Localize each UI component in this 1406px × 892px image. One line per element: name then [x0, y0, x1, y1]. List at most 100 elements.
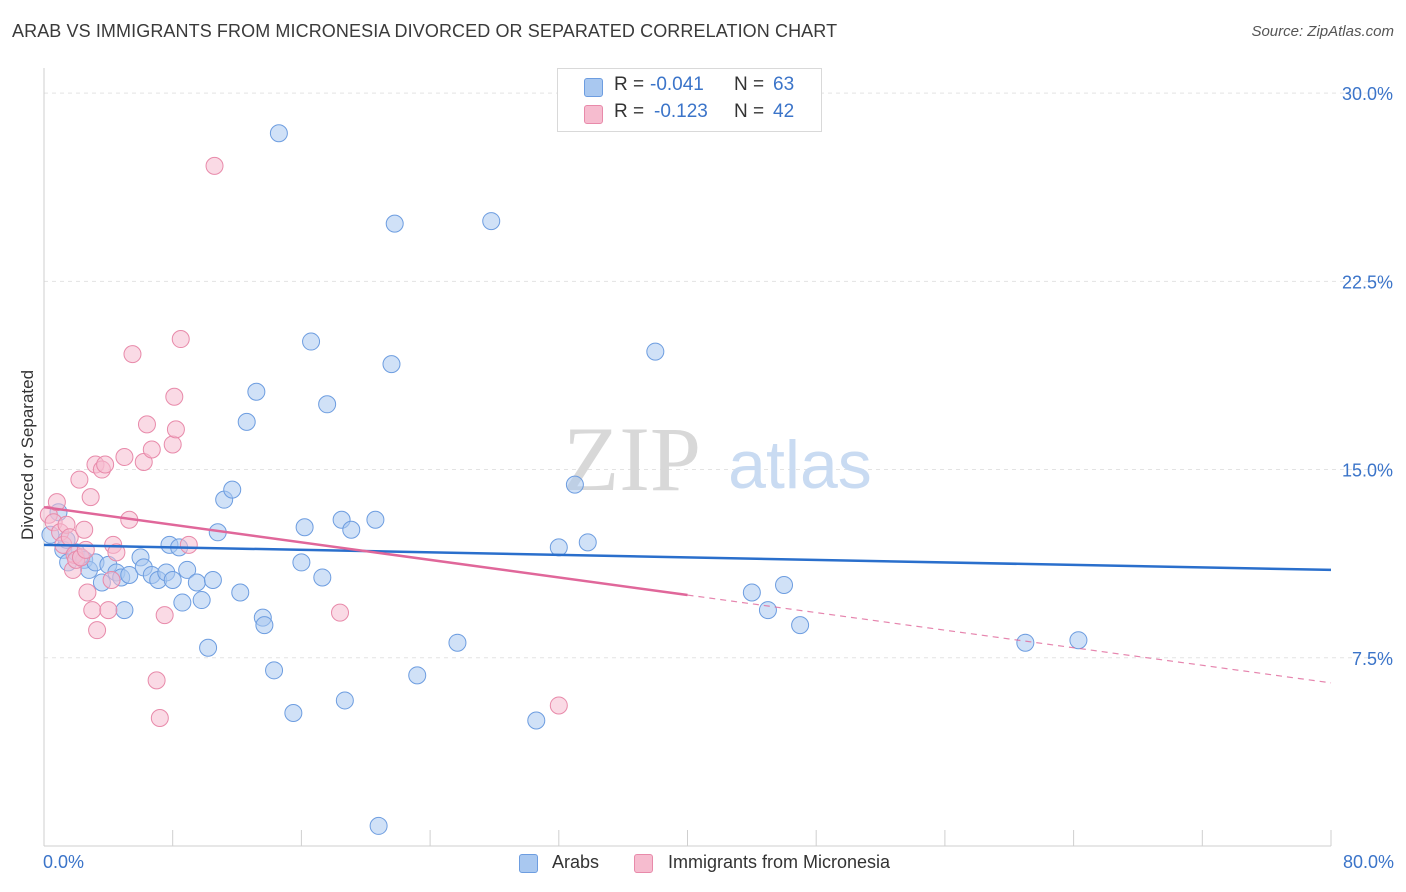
micronesia-point	[150, 709, 169, 728]
micronesia-point	[88, 621, 107, 640]
watermark: ZIP atlas	[563, 408, 872, 510]
arabs-point	[187, 573, 206, 592]
x-tick-label-max: 80.0%	[1342, 852, 1394, 872]
micronesia-point	[137, 415, 156, 434]
arabs-point	[192, 591, 211, 610]
r-label: R =	[614, 101, 645, 122]
micronesia-point	[205, 156, 224, 175]
arabs-point	[565, 475, 584, 494]
r-value-micronesia: -0.123	[654, 101, 708, 122]
micronesia-point	[70, 470, 89, 489]
n-label: N =	[734, 101, 765, 122]
arabs-point	[292, 553, 311, 572]
micronesia-point	[96, 455, 115, 474]
arabs-point	[342, 520, 361, 539]
micronesia-point	[155, 606, 174, 625]
arabs-point	[408, 666, 427, 685]
arabs-point	[318, 395, 337, 414]
arabs-point	[295, 518, 314, 537]
n-value-arabs: 63	[773, 74, 795, 95]
micronesia-point	[78, 583, 97, 602]
arabs-point	[284, 703, 303, 722]
n-label: N =	[734, 74, 765, 95]
chart-title: ARAB VS IMMIGRANTS FROM MICRONESIA DIVOR…	[12, 21, 838, 41]
arabs-point	[482, 212, 501, 231]
arabs-point	[527, 711, 546, 730]
micronesia-point	[165, 387, 184, 406]
arabs-point	[223, 480, 242, 499]
watermark-zip: ZIP	[563, 408, 701, 510]
legend-label-micronesia: Immigrants from Micronesia	[668, 852, 891, 872]
micronesia-point	[99, 601, 118, 620]
micronesia-trend-extension	[687, 594, 1332, 684]
micronesia-point	[123, 345, 142, 364]
arabs-point	[549, 538, 568, 557]
arabs-point	[646, 342, 665, 361]
r-label: R =	[614, 74, 645, 95]
micronesia-point	[75, 520, 94, 539]
legend-label-arabs: Arabs	[552, 852, 600, 872]
arabs-point	[265, 661, 284, 680]
arabs-point	[385, 214, 404, 233]
y-tick-label: 22.5%	[1342, 272, 1393, 292]
x-tick-label-min: 0.0%	[43, 852, 85, 872]
axes	[43, 68, 1332, 847]
micronesia-point	[115, 448, 134, 466]
arabs-point	[369, 816, 388, 835]
arabs-point	[199, 638, 218, 657]
arabs-point	[115, 601, 134, 620]
arabs-point	[178, 560, 197, 579]
arabs-point	[742, 583, 761, 602]
micronesia-point	[47, 493, 66, 512]
micronesia-point	[81, 488, 100, 507]
y-tick-labels: 7.5% 15.0% 22.5% 30.0%	[1342, 84, 1393, 669]
y-tick-label: 15.0%	[1342, 461, 1393, 481]
stats-box: R = -0.041 N = 63 R = -0.123 N = 42	[557, 68, 822, 132]
micronesia-point	[179, 535, 198, 554]
arabs-point	[1016, 633, 1035, 652]
micronesia-point	[76, 540, 95, 559]
arabs-point	[758, 601, 777, 620]
micronesia-legend-swatch-icon	[634, 854, 653, 873]
arabs-point	[203, 570, 222, 589]
arabs-point	[247, 382, 266, 401]
arabs-point	[578, 533, 597, 552]
micronesia-point	[171, 330, 190, 349]
micronesia-point	[107, 543, 126, 562]
arabs-point	[163, 570, 182, 589]
r-value-arabs: -0.041	[650, 74, 704, 95]
y-tick-label: 30.0%	[1342, 84, 1393, 104]
arabs-point	[173, 593, 192, 612]
micronesia-point	[331, 603, 350, 622]
n-value-micronesia: 42	[773, 101, 795, 122]
arabs-point	[120, 565, 139, 584]
arabs-point	[335, 691, 354, 710]
data-points	[39, 124, 1088, 835]
arabs-legend-swatch-icon	[519, 854, 538, 873]
grid-lines	[44, 92, 1393, 659]
arabs-point	[382, 355, 401, 374]
arabs-point	[313, 568, 332, 587]
micronesia-point	[83, 601, 102, 620]
arabs-point	[269, 124, 288, 143]
arabs-point	[231, 583, 250, 602]
micronesia-trend-line	[43, 505, 688, 597]
arabs-point	[366, 510, 385, 529]
micronesia-point	[163, 435, 182, 454]
micronesia-point	[142, 440, 161, 459]
arabs-point	[255, 616, 274, 635]
arabs-point	[1069, 631, 1088, 650]
arabs-point	[775, 575, 794, 594]
arabs-point	[791, 616, 810, 635]
micronesia-point	[147, 671, 166, 690]
arabs-point	[448, 633, 467, 652]
arabs-point	[302, 332, 321, 351]
arabs-point	[237, 412, 256, 431]
y-tick-label: 7.5%	[1352, 649, 1393, 669]
arabs-swatch-icon	[584, 78, 603, 97]
micronesia-point	[102, 570, 121, 589]
micronesia-point	[134, 453, 153, 472]
trend-lines	[43, 505, 1332, 684]
watermark-atlas: atlas	[728, 427, 872, 503]
